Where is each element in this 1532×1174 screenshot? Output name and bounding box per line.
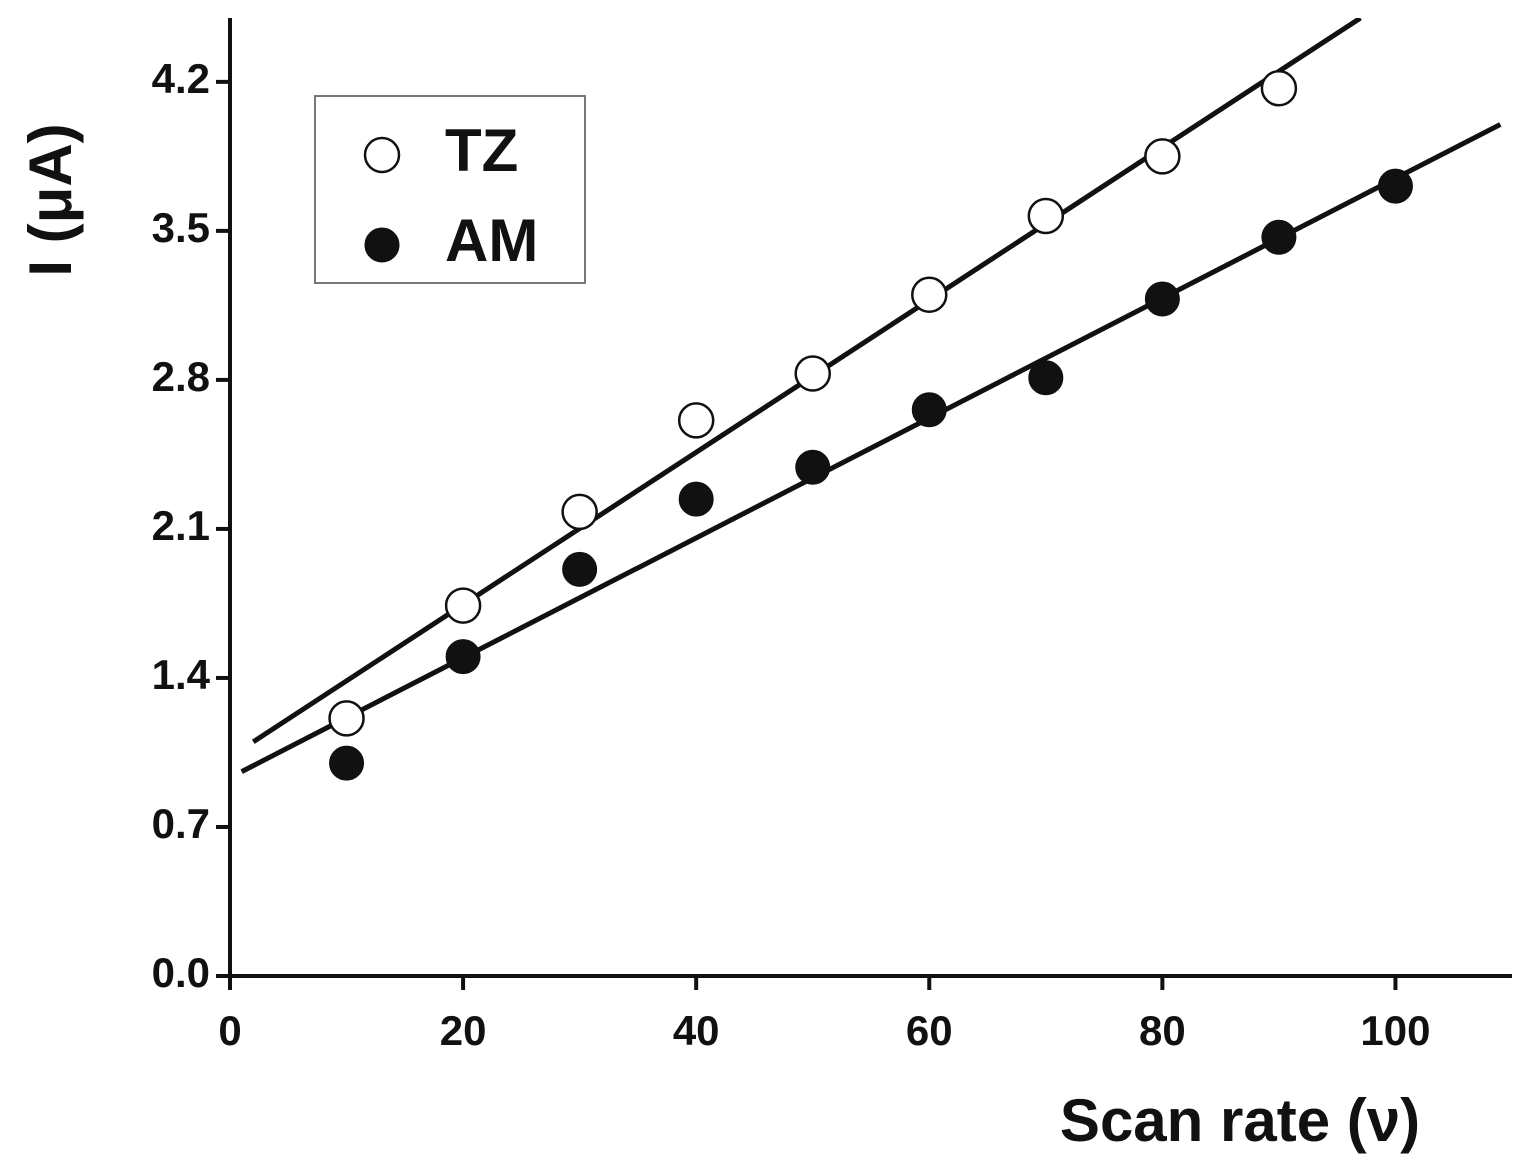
y-tick-label: 0.0 (152, 949, 210, 996)
data-point (561, 493, 598, 531)
y-axis-title: I (μA) (17, 123, 84, 276)
x-axis-title: Scan rate (ν) (1060, 1087, 1420, 1154)
data-point (1144, 281, 1180, 317)
x-tick-label: 100 (1360, 1007, 1430, 1054)
data-point (911, 276, 948, 314)
x-tick-label: 80 (1139, 1007, 1186, 1054)
y-tick-label: 0.7 (152, 800, 210, 847)
data-point (1027, 197, 1065, 235)
data-point (678, 481, 714, 517)
data-point (1144, 138, 1181, 175)
x-tick-label: 60 (906, 1007, 953, 1054)
data-point (677, 402, 715, 439)
data-point (795, 449, 831, 485)
legend-label: TZ (445, 117, 518, 184)
x-tick-label: 0 (218, 1007, 241, 1054)
x-tick-label: 20 (440, 1007, 487, 1054)
plot-area (240, 18, 1502, 781)
data-point (1261, 219, 1297, 255)
legend-marker (364, 227, 400, 263)
data-point (328, 700, 365, 737)
y-tick-label: 3.5 (152, 204, 210, 251)
data-point (911, 392, 947, 428)
data-point (1028, 360, 1064, 396)
x-tick-label: 40 (673, 1007, 720, 1054)
data-point (445, 639, 481, 675)
y-tick-label: 2.8 (152, 353, 210, 400)
fit-line (240, 122, 1502, 774)
y-tick-label: 4.2 (152, 55, 210, 102)
data-point (444, 587, 482, 624)
data-point (1260, 70, 1298, 107)
y-tick-label: 2.1 (152, 502, 210, 549)
data-point (562, 551, 598, 587)
data-point (329, 745, 365, 781)
y-tick-label: 1.4 (152, 651, 211, 698)
legend-box (314, 95, 586, 284)
legend-label: AM (445, 207, 538, 274)
legend-marker (363, 136, 401, 174)
data-point (1377, 168, 1413, 204)
data-point (794, 355, 831, 392)
